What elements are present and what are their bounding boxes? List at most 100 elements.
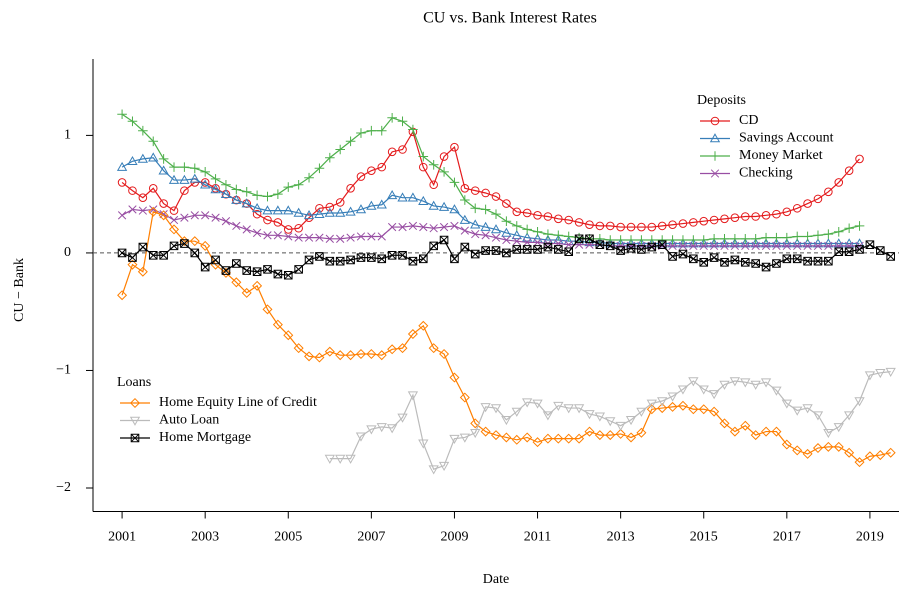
marker [501, 432, 512, 443]
marker [241, 287, 252, 298]
marker [355, 204, 367, 214]
marker [117, 109, 127, 120]
marker [626, 235, 636, 245]
marker [594, 412, 606, 422]
marker [698, 235, 709, 245]
marker [429, 180, 438, 190]
marker [647, 222, 657, 232]
marker [772, 259, 781, 268]
marker [231, 194, 242, 204]
marker [501, 216, 512, 226]
marker [740, 378, 751, 388]
marker [201, 211, 210, 220]
marker [168, 174, 180, 184]
marker [355, 432, 367, 442]
marker [221, 217, 231, 226]
marker [459, 214, 470, 224]
marker [615, 421, 626, 432]
marker [387, 147, 397, 157]
marker [698, 404, 709, 415]
marker [802, 448, 813, 459]
series-line [121, 208, 860, 247]
marker [481, 231, 490, 240]
marker [325, 202, 335, 212]
marker [771, 386, 782, 396]
marker [771, 232, 782, 243]
marker [408, 124, 418, 135]
marker [740, 234, 751, 244]
marker [397, 343, 408, 354]
marker [180, 186, 189, 195]
marker [138, 206, 148, 215]
marker [678, 235, 688, 245]
legend-label: Home Mortgage [159, 430, 251, 445]
marker [533, 238, 542, 247]
marker [438, 201, 450, 211]
marker [533, 211, 542, 220]
marker [554, 245, 563, 254]
marker [304, 351, 315, 362]
x-tick-label: 2009 [440, 530, 468, 545]
marker [428, 465, 439, 475]
marker [595, 240, 605, 250]
marker [750, 234, 761, 244]
marker [470, 428, 481, 439]
marker [429, 224, 438, 233]
marker [491, 209, 501, 219]
marker [335, 454, 346, 464]
marker [252, 209, 262, 219]
marker [490, 430, 502, 441]
marker [314, 352, 325, 363]
marker [833, 226, 844, 237]
marker [252, 190, 262, 201]
marker [688, 377, 699, 387]
marker [407, 192, 419, 202]
marker [148, 152, 159, 162]
marker [377, 254, 387, 264]
marker [605, 235, 616, 245]
marker [833, 423, 844, 433]
marker [605, 241, 615, 251]
marker [542, 433, 553, 444]
marker [730, 255, 740, 265]
marker [283, 205, 294, 215]
marker [595, 221, 605, 231]
marker [511, 221, 522, 231]
marker [615, 428, 626, 439]
marker [699, 258, 709, 267]
marker [438, 461, 450, 471]
marker [626, 432, 637, 443]
marker [211, 213, 220, 222]
legend-title: Deposits [697, 93, 746, 108]
marker [376, 199, 387, 209]
marker [335, 144, 346, 155]
marker [698, 385, 709, 395]
marker [512, 207, 522, 217]
marker [470, 219, 481, 229]
marker [750, 380, 761, 390]
marker [668, 220, 677, 230]
y-tick-label: −1 [56, 363, 71, 378]
marker [346, 183, 355, 193]
marker [688, 235, 699, 245]
marker [180, 213, 189, 222]
marker [428, 200, 439, 210]
marker [408, 221, 418, 231]
marker [657, 235, 667, 245]
marker [460, 226, 469, 235]
marker [189, 236, 200, 247]
marker [189, 173, 200, 183]
marker [554, 214, 563, 224]
marker [781, 439, 792, 450]
marker [782, 254, 792, 264]
marker [729, 377, 741, 387]
marker [366, 200, 377, 210]
marker [356, 232, 366, 241]
marker [169, 215, 179, 225]
marker [387, 112, 397, 123]
marker [460, 242, 470, 252]
marker [116, 161, 128, 171]
marker [367, 166, 376, 175]
marker [252, 267, 262, 277]
